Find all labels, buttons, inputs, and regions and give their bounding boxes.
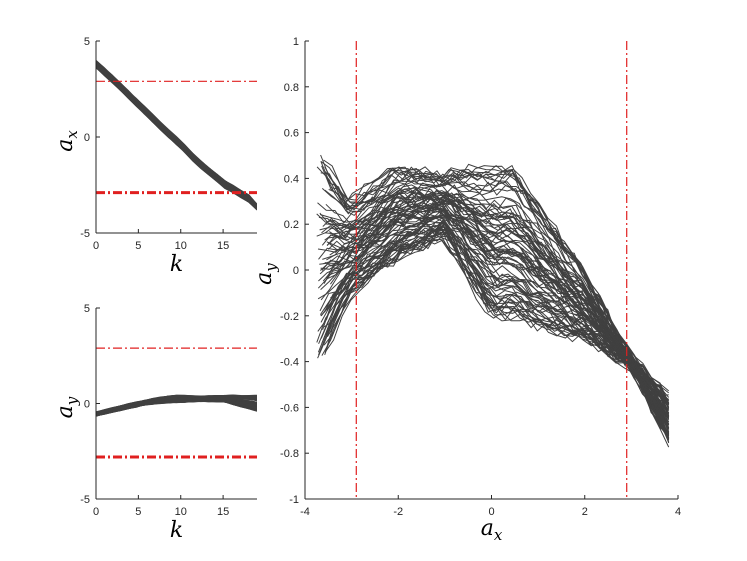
- y-tick-label: 0.4: [284, 173, 299, 185]
- y-tick-label: -0.2: [280, 311, 299, 323]
- y-tick-label: 5: [84, 36, 90, 48]
- trajectory-line: [96, 398, 257, 416]
- trajectory-line: [96, 399, 257, 416]
- trajectory-line: [317, 238, 670, 442]
- y-axis-label: ay: [252, 263, 280, 285]
- y-tick-label: 1: [293, 36, 299, 48]
- x-tick-label: 2: [582, 506, 588, 518]
- trajectory-line: [96, 400, 257, 416]
- trajectory-line: [317, 229, 670, 438]
- trajectory-line: [324, 166, 669, 400]
- x-tick-label: 10: [175, 506, 187, 518]
- trajectory-line: [96, 65, 257, 209]
- y-axis-label: ax: [53, 130, 81, 152]
- trajectory-line: [320, 221, 670, 434]
- x-tick-label: -4: [300, 506, 310, 518]
- x-tick-label: 0: [488, 506, 494, 518]
- trajectory-line: [319, 224, 670, 433]
- trajectory-line: [96, 65, 257, 210]
- trajectory-line: [318, 201, 670, 419]
- y-tick-label: 0: [84, 399, 90, 411]
- trajectory-line: [317, 215, 670, 426]
- y-tick-label: 0: [84, 132, 90, 144]
- series-bundle: [96, 59, 257, 211]
- trajectory-line: [320, 221, 670, 440]
- trajectory-line: [96, 60, 257, 205]
- x-tick-label: 5: [135, 240, 141, 252]
- panel-right: -4 -2 0 2 4 -1 -0.8 -0.6 -0.4 -0.2 0 0.2 0.4 0.6 0.8 1 a…: [252, 36, 681, 544]
- y-tick-label: -5: [80, 228, 90, 240]
- y-tick-label: -0.6: [280, 402, 299, 414]
- trajectory-line: [327, 193, 670, 419]
- x-axis-label: k: [170, 518, 183, 543]
- y-tick-label: -0.8: [280, 448, 299, 460]
- trajectory-line: [96, 398, 257, 415]
- trajectory-line: [327, 197, 670, 417]
- y-tick-label: 0.8: [284, 82, 299, 94]
- x-tick-label: 5: [135, 506, 141, 518]
- y-tick-label: 0: [293, 265, 299, 277]
- trajectory-line: [323, 228, 669, 434]
- x-axis-label: k: [170, 252, 183, 277]
- series-bundle: [316, 154, 670, 448]
- trajectory-line: [319, 187, 669, 403]
- y-tick-label: 0.6: [284, 128, 299, 140]
- x-tick-label: -2: [393, 506, 403, 518]
- x-tick-label: 0: [93, 506, 99, 518]
- trajectory-line: [96, 62, 257, 207]
- y-axis-label: ay: [53, 396, 81, 418]
- trajectory-line: [321, 171, 670, 402]
- trajectory-line: [319, 201, 670, 428]
- y-tick-label: -0.4: [280, 357, 299, 369]
- trajectory-line: [96, 397, 257, 415]
- y-tick-label: 0.2: [284, 219, 299, 231]
- x-tick-label: 4: [675, 506, 681, 518]
- x-tick-label: 10: [175, 240, 187, 252]
- x-tick-label: 0: [93, 240, 99, 252]
- trajectory-line: [328, 180, 670, 406]
- y-tick-label: -5: [80, 494, 90, 506]
- x-tick-label: 15: [217, 506, 229, 518]
- trajectory-line: [96, 395, 257, 414]
- trajectory-line: [322, 190, 670, 407]
- x-axis-label: ax: [481, 516, 503, 544]
- y-tick-label: 5: [84, 303, 90, 315]
- series-bundle: [96, 394, 257, 417]
- x-tick-label: 15: [217, 240, 229, 252]
- trajectory-line: [320, 220, 670, 430]
- trajectory-line: [318, 228, 670, 436]
- y-tick-label: -1: [289, 494, 299, 506]
